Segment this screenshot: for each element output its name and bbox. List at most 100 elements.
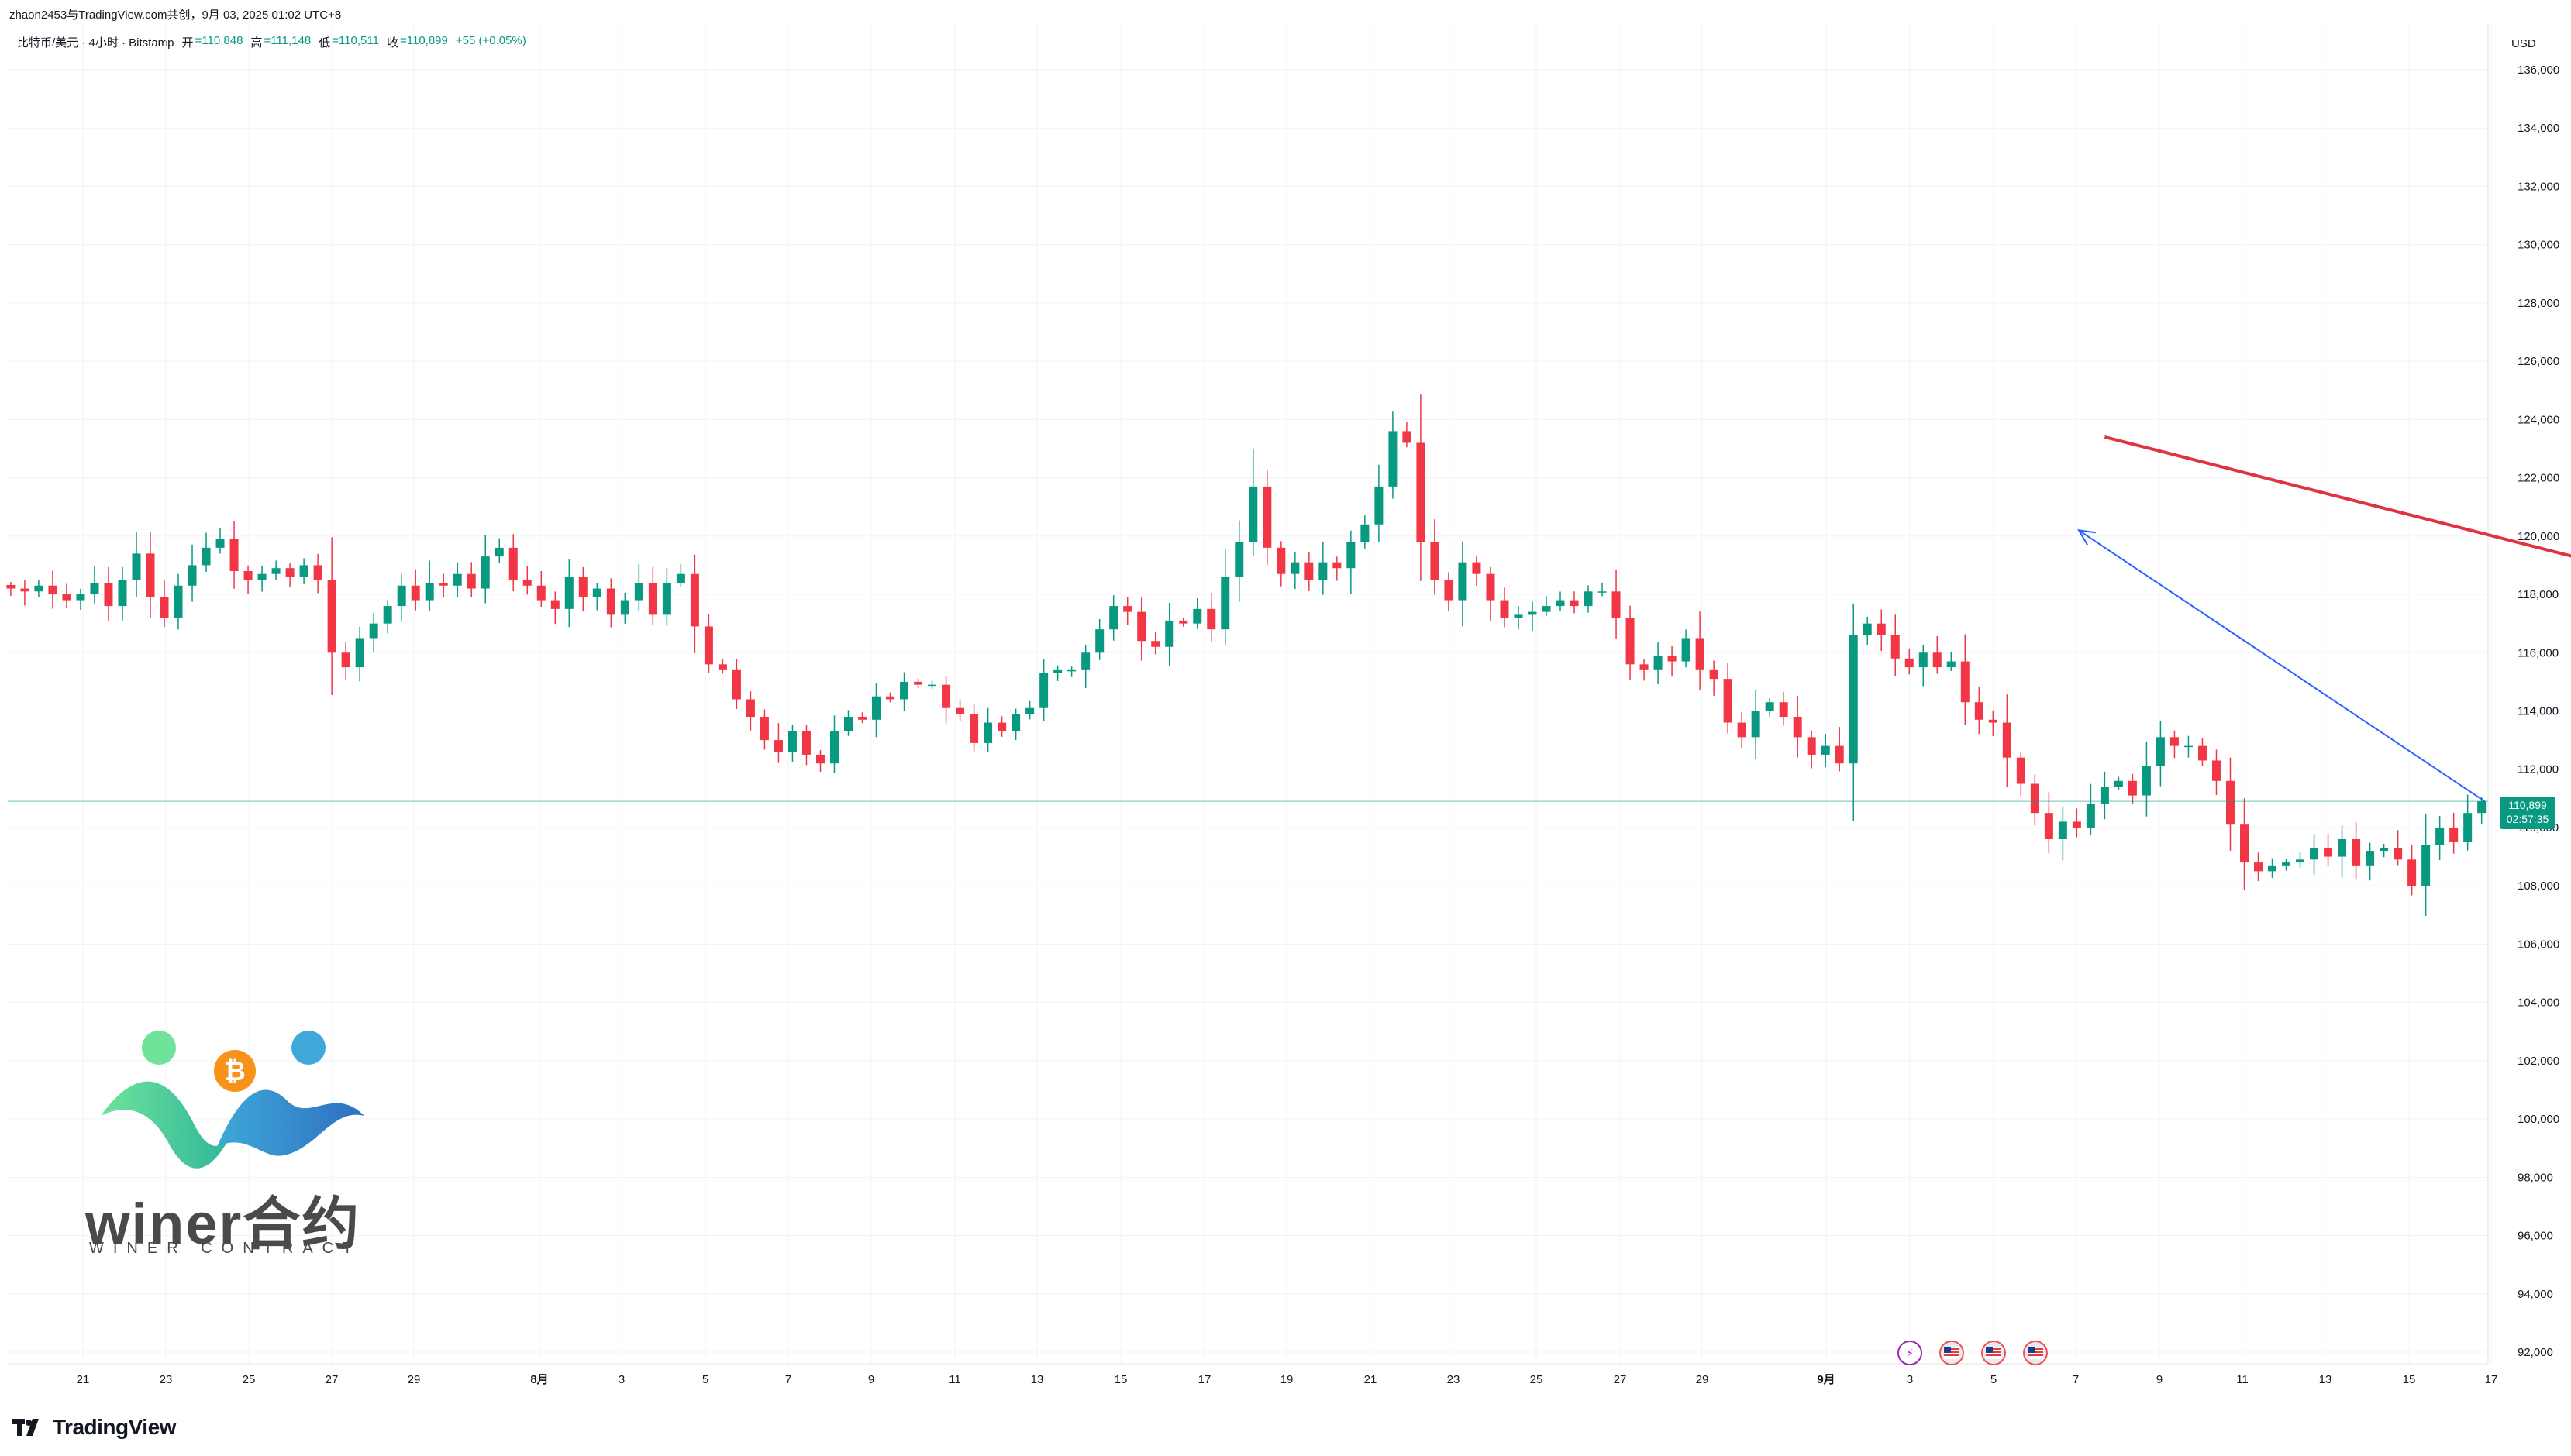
candle: [2240, 798, 2249, 890]
y-tick-label: 118,000: [2518, 588, 2559, 601]
x-tick-label: 11: [949, 1373, 961, 1386]
candle: [160, 580, 169, 628]
candle: [118, 566, 127, 621]
y-tick-label: 102,000: [2518, 1055, 2559, 1068]
us-flag-graphic: [2028, 1347, 2043, 1359]
x-tick-label: 27: [326, 1373, 339, 1386]
candle: [1611, 570, 1621, 639]
last-price-countdown: 02:57:35: [2506, 813, 2549, 825]
candle: [1095, 618, 1105, 660]
candle: [1779, 692, 1788, 726]
candle: [2072, 808, 2081, 838]
y-tick-label: 120,000: [2518, 530, 2559, 543]
candle: [174, 573, 183, 630]
tradingview-logo[interactable]: TradingView: [12, 1415, 176, 1440]
watermark-subtext: WINER CONTRACT: [89, 1240, 362, 1257]
x-tick-label: 29: [1696, 1373, 1709, 1386]
y-tick-label: 96,000: [2518, 1230, 2553, 1243]
candle: [2463, 794, 2473, 851]
us-flag-icon[interactable]: [1939, 1341, 1964, 1365]
candle: [1081, 645, 1091, 688]
left-figure-head: [142, 1031, 176, 1065]
candle: [425, 560, 434, 611]
candle: [299, 558, 308, 584]
svg-text:₿: ₿: [224, 1056, 246, 1087]
candle: [1277, 541, 1286, 587]
candle: [984, 707, 993, 752]
y-tick-label: 104,000: [2518, 996, 2559, 1010]
candle: [2225, 757, 2235, 851]
candle: [1402, 422, 1411, 448]
candle: [1332, 556, 1342, 581]
candle: [704, 614, 713, 673]
axes: 92,000 94,000 96,000 98,000 100,000 102,000 10…: [8, 23, 2559, 1386]
candle: [536, 570, 546, 608]
candle: [1039, 659, 1049, 721]
candle: [1360, 515, 1370, 549]
projection-arrow[interactable]: [2077, 529, 2486, 802]
candle: [872, 683, 881, 738]
candle: [1653, 642, 1663, 685]
candle: [1123, 597, 1132, 625]
candle: [188, 544, 197, 602]
candle: [1053, 665, 1063, 681]
candle: [1597, 582, 1607, 597]
open-readout: 开 =110,848: [182, 34, 243, 50]
candle: [1695, 611, 1704, 690]
y-tick-label: 132,000: [2518, 180, 2559, 193]
lightning-icon[interactable]: ⚡: [1897, 1341, 1922, 1365]
candle: [746, 690, 755, 731]
candle: [1556, 591, 1565, 611]
trend-line[interactable]: [2104, 435, 2571, 932]
x-tick-label: 9月: [1817, 1373, 1835, 1386]
candle: [453, 562, 462, 598]
y-tick-label: 136,000: [2518, 64, 2559, 77]
us-flag-icon[interactable]: [1981, 1341, 2006, 1365]
candle: [578, 566, 588, 612]
candle: [1737, 711, 1746, 749]
x-tick-label: 23: [1447, 1373, 1460, 1386]
candle: [146, 532, 155, 618]
candle: [2128, 773, 2137, 804]
us-flag-icon[interactable]: [2023, 1341, 2048, 1365]
y-tick-label: 98,000: [2518, 1171, 2553, 1184]
symbol-name[interactable]: 比特币/美元 · 4小时 · Bitstamp: [17, 36, 174, 50]
candle: [1193, 597, 1202, 629]
candle: [550, 591, 560, 625]
y-tick-label: 122,000: [2518, 472, 2559, 485]
candle: [1207, 593, 1216, 642]
low-label: 低: [319, 36, 331, 50]
candle: [1904, 648, 1914, 675]
candle: [243, 565, 253, 594]
candle: [481, 535, 490, 604]
y-tick-label: 108,000: [2518, 879, 2559, 893]
candle: [2338, 825, 2347, 878]
candle: [327, 537, 336, 696]
candle: [1974, 687, 1983, 735]
candle: [132, 532, 141, 597]
candle: [801, 725, 811, 766]
candle: [1709, 660, 1718, 696]
candle: [397, 573, 406, 622]
x-tick-label: 25: [1530, 1373, 1543, 1386]
candle: [1291, 552, 1300, 590]
high-value: =111,148: [264, 34, 312, 47]
candle: [257, 566, 267, 592]
candle: [1807, 730, 1816, 769]
candle: [1346, 530, 1356, 594]
y-tick-label: 128,000: [2518, 297, 2559, 310]
drawings[interactable]: [8, 435, 2571, 932]
currency-label[interactable]: USD: [2511, 37, 2536, 50]
candle: [104, 566, 113, 621]
candle: [411, 569, 420, 611]
candle: [2421, 813, 2431, 916]
x-tick-label: 21: [1364, 1373, 1377, 1386]
y-tick-label: 134,000: [2518, 122, 2559, 135]
candle: [2324, 833, 2333, 866]
candle: [2211, 749, 2221, 795]
candle: [369, 613, 378, 653]
candle: [2197, 738, 2207, 766]
candle: [1849, 603, 1858, 821]
brand-name: TradingView: [53, 1415, 176, 1439]
